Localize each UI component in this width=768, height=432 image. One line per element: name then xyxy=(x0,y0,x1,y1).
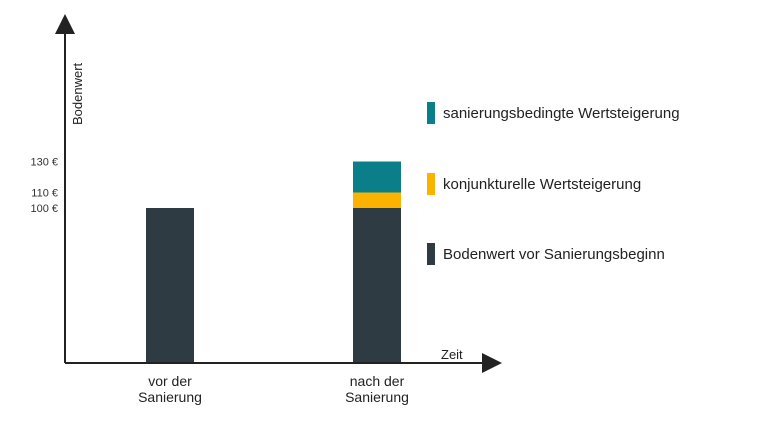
legend: sanierungsbedingte Wertsteigerung konjunk… xyxy=(427,102,680,265)
category-label-0-1: Sanierung xyxy=(138,389,202,405)
legend-label-0: sanierungsbedingte Wertsteigerung xyxy=(443,105,680,122)
legend-swatch-0 xyxy=(427,102,435,124)
legend-swatch-2 xyxy=(427,243,435,265)
y-axis-label: Bodenwert xyxy=(70,62,85,125)
category-label-1-1: Sanierung xyxy=(345,389,409,405)
y-tick-label-1: 110 € xyxy=(31,188,58,200)
category-label-1-0: nach der xyxy=(350,373,405,389)
x-axis-label: Zeit xyxy=(441,347,463,362)
legend-label-1: konjunkturelle Wertsteigerung xyxy=(443,176,641,193)
y-tick-label-2: 130 € xyxy=(30,157,58,169)
bar-segment-0-0 xyxy=(146,208,194,363)
legend-swatch-1 xyxy=(427,173,435,195)
category-label-0-0: vor der xyxy=(148,373,192,389)
y-ticks-group: 100 € 110 € 130 € xyxy=(30,157,58,216)
legend-label-2: Bodenwert vor Sanierungsbeginn xyxy=(443,246,665,263)
bar-segment-1-2 xyxy=(353,161,401,193)
bars-group xyxy=(146,161,401,363)
bar-segment-1-1 xyxy=(353,192,401,208)
y-tick-label-0: 100 € xyxy=(30,203,58,215)
bar-segment-1-0 xyxy=(353,208,401,363)
